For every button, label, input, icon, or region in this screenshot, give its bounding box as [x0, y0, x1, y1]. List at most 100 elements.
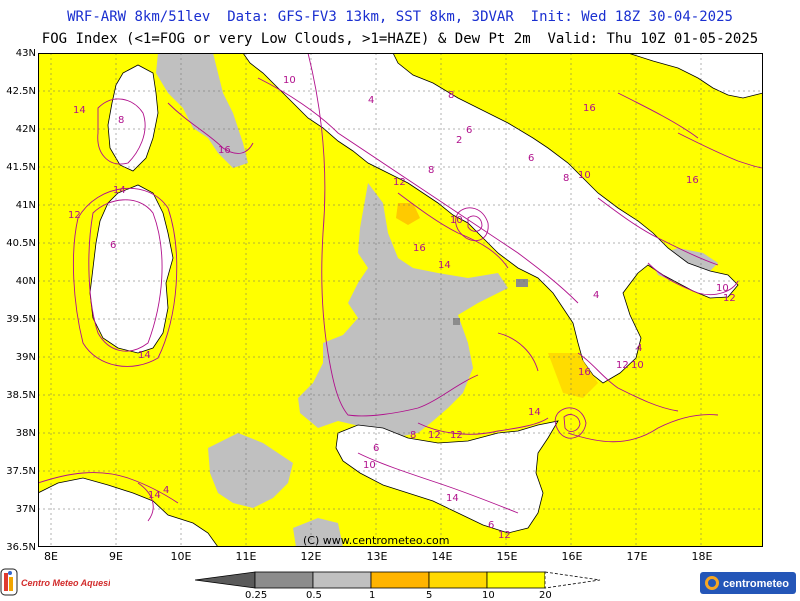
lon-label: 17E [626, 550, 648, 563]
contour-label: 12 [450, 430, 463, 441]
lon-label: 9E [109, 550, 123, 563]
contour-label: 6 [528, 153, 534, 164]
contour-label: 4 [593, 290, 599, 301]
contour-label: 16 [413, 243, 426, 254]
graticule [38, 53, 763, 547]
lat-label: 37.5N [6, 466, 36, 477]
lon-label: 15E [496, 550, 518, 563]
fog-area-sw [208, 433, 293, 508]
lon-label: 16E [561, 550, 583, 563]
land-tunisia [38, 477, 219, 547]
contour-label: 10 [578, 170, 591, 181]
lat-label: 40.5N [6, 238, 36, 249]
fog-area-south [293, 518, 343, 547]
lon-label: 12E [300, 550, 322, 563]
lat-label: 42N [15, 124, 36, 135]
right-logo-text: centrometeo [723, 578, 789, 590]
contour-label: 14 [148, 490, 161, 501]
legend-label: 0.5 [306, 590, 322, 601]
lon-label: 14E [431, 550, 453, 563]
fog-index-legend [195, 571, 601, 589]
legend-swatch [486, 571, 546, 589]
lat-label: 39N [15, 352, 36, 363]
legend-swatch [254, 571, 314, 589]
header-line1: WRF-ARW 8km/51lev Data: GFS-FV3 13km, SS… [67, 9, 733, 25]
header-line2: FOG Index (<1=FOG or very Low Clouds, >1… [41, 31, 759, 47]
contour-label: 12 [428, 430, 441, 441]
lat-label: 39.5N [6, 314, 36, 325]
legend-swatch [195, 571, 256, 589]
lat-label: 38.5N [6, 390, 36, 401]
contour-label: 4 [368, 95, 374, 106]
lat-label: 40N [15, 276, 36, 287]
legend-swatch [370, 571, 430, 589]
lat-label: 41.5N [6, 162, 36, 173]
contour-label: 10 [283, 75, 296, 86]
lon-label: 11E [235, 550, 257, 563]
contour-label: 12 [498, 530, 511, 541]
contour-label: 14 [528, 407, 541, 418]
contour-label: 6 [110, 240, 116, 251]
contour-label: 10 [363, 460, 376, 471]
contour-label: 12 [616, 360, 629, 371]
contour-label: 8 [428, 165, 434, 176]
contour-label: 12 [723, 293, 736, 304]
legend-label: 1 [369, 590, 376, 601]
lat-label: 41N [15, 200, 36, 211]
lat-label: 38N [15, 428, 36, 439]
centrometeo-logo: centrometeo [700, 572, 796, 594]
contour-label: 4 [163, 485, 169, 496]
contour-label: 10 [450, 215, 463, 226]
contour-label: 12 [68, 210, 81, 221]
lat-label: 42.5N [6, 86, 36, 97]
credit-text: (C) www.centrometeo.com [303, 534, 450, 547]
contour-label: 16 [218, 145, 231, 156]
lat-label: 37N [15, 504, 36, 515]
fog-cell [516, 279, 528, 287]
contour-label: 10 [716, 283, 729, 294]
contour-label: 14 [138, 350, 151, 361]
contour-label: 14 [438, 260, 451, 271]
lon-label: 8E [44, 550, 58, 563]
haze-area [396, 203, 420, 225]
land-sicily [335, 420, 559, 534]
contour-label: 14 [73, 105, 86, 116]
fog-area-central [298, 183, 508, 438]
legend-swatch [312, 571, 372, 589]
map-frame [38, 53, 763, 547]
contour-label: 6 [466, 125, 472, 136]
legend-swatch [544, 571, 601, 589]
contour-label: 8 [448, 90, 454, 101]
land-sardinia [89, 184, 174, 354]
fog-index-map: 14 8 12 14 6 16 10 4 8 6 2 8 12 10 16 16… [38, 53, 763, 547]
lat-label: 43N [15, 48, 36, 59]
contour-label: 4 [636, 343, 642, 354]
haze-calabria-coast [548, 353, 598, 398]
contour-label: 2 [456, 135, 462, 146]
contour-label: 12 [393, 177, 406, 188]
contour-label: 8 [118, 115, 124, 126]
legend-label: 20 [539, 590, 552, 601]
legend-label: 10 [482, 590, 495, 601]
fog-area-tyrrhenian [156, 53, 248, 168]
contour-label: 16 [583, 103, 596, 114]
land-balkans [627, 53, 763, 99]
contour-label: 6 [373, 443, 379, 454]
contour-label: 16 [578, 367, 591, 378]
legend-swatch [428, 571, 488, 589]
contour-label: 14 [446, 493, 459, 504]
centro-meteo-aquesio-logo: Centro Meteo Aquesio [0, 568, 110, 596]
contour-label: 8 [410, 430, 416, 441]
lon-label: 13E [366, 550, 388, 563]
contour-label: 6 [488, 520, 494, 531]
fog-cell [453, 318, 460, 325]
left-logo-text: Centro Meteo Aquesio [21, 578, 110, 588]
contour-label-group: 14 8 12 14 6 16 10 4 8 6 2 8 12 10 16 16… [68, 75, 736, 541]
land-italy-peninsula [242, 53, 739, 384]
land-corsica [107, 64, 159, 172]
contour-label: 8 [563, 173, 569, 184]
lat-label: 36.5N [6, 542, 36, 553]
legend-label: 0.25 [245, 590, 268, 601]
contour-label: 14 [113, 185, 126, 196]
legend-label: 5 [426, 590, 433, 601]
